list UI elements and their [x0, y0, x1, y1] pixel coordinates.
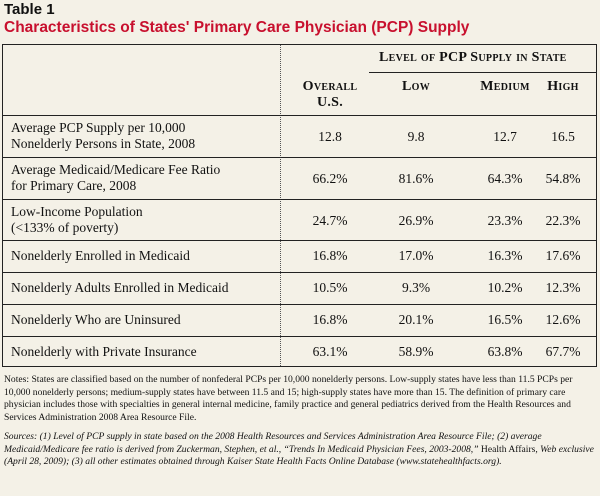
row-label-line: for Primary Care, 2008	[11, 178, 137, 193]
cell-high: 54.8%	[545, 171, 581, 186]
row-label: Nonelderly Enrolled in Medicaid	[11, 248, 190, 263]
group-header: Level of PCP Supply in State	[379, 50, 567, 65]
cell-low: 58.9%	[398, 344, 434, 359]
row-label: Nonelderly Adults Enrolled in Medicaid	[11, 280, 229, 295]
row-label-line: Low-Income Population	[11, 204, 143, 219]
cell-low: 81.6%	[398, 171, 434, 186]
cell-medium: 64.3%	[487, 171, 523, 186]
cell-medium: 12.7	[493, 129, 517, 144]
table-notes: Notes: States are classified based on th…	[4, 374, 596, 475]
cell-overall: 12.8	[318, 129, 342, 144]
table-title: Characteristics of States' Primary Care …	[4, 19, 470, 36]
cell-low: 9.8	[407, 129, 425, 144]
cell-medium: 10.2%	[487, 280, 523, 295]
sources-text-2: Web exclusive (April 28, 2009); (3) all …	[4, 443, 594, 468]
column-header-overall-line1: Overall	[302, 79, 358, 94]
row-label: Average PCP Supply per 10,000 Nonelderly…	[11, 120, 195, 152]
cell-high: 12.6%	[545, 312, 581, 327]
row-label: Average Medicaid/Medicare Fee Ratio for …	[11, 162, 220, 194]
column-header-low: Low	[401, 79, 431, 94]
row-divider	[3, 199, 596, 200]
row-label: Nonelderly Who are Uninsured	[11, 312, 181, 327]
cell-high: 17.6%	[545, 248, 581, 263]
cell-low: 17.0%	[398, 248, 434, 263]
data-table: Level of PCP Supply in State Overall U.S…	[2, 44, 597, 367]
row-divider	[3, 336, 596, 337]
cell-overall: 16.8%	[312, 248, 348, 263]
table-number: Table 1	[4, 1, 55, 18]
row-divider	[3, 157, 596, 158]
row-divider	[3, 240, 596, 241]
row-label: Low-Income Population (<133% of poverty)	[11, 204, 143, 236]
cell-high: 16.5	[551, 129, 575, 144]
sources-journal: Health Affairs,	[478, 443, 538, 455]
cell-overall: 24.7%	[312, 213, 348, 228]
notes-paragraph: Notes: States are classified based on th…	[4, 374, 573, 424]
cell-overall: 66.2%	[312, 171, 348, 186]
row-divider	[3, 115, 596, 116]
group-header-underline	[369, 72, 596, 73]
column-header-overall: Overall U.S.	[295, 79, 365, 111]
cell-medium: 63.8%	[487, 344, 523, 359]
column-divider	[280, 45, 281, 366]
column-header-medium: Medium	[480, 79, 530, 94]
column-header-overall-line2: U.S.	[316, 95, 344, 110]
cell-medium: 23.3%	[487, 213, 523, 228]
column-header-high: High	[547, 79, 579, 94]
sources-text-1: Sources: (1) Level of PCP supply in stat…	[4, 430, 542, 455]
cell-low: 20.1%	[398, 312, 434, 327]
cell-overall: 10.5%	[312, 280, 348, 295]
cell-high: 67.7%	[545, 344, 581, 359]
row-divider	[3, 272, 596, 273]
cell-overall: 16.8%	[312, 312, 348, 327]
cell-medium: 16.5%	[487, 312, 523, 327]
row-label: Nonelderly with Private Insurance	[11, 344, 197, 359]
cell-high: 12.3%	[545, 280, 581, 295]
row-label-line: Average PCP Supply per 10,000	[11, 120, 186, 135]
cell-low: 26.9%	[398, 213, 434, 228]
row-divider	[3, 304, 596, 305]
sources-paragraph: Sources: (1) Level of PCP supply in stat…	[4, 431, 596, 469]
cell-high: 22.3%	[545, 213, 581, 228]
cell-overall: 63.1%	[312, 344, 348, 359]
row-label-line: (<133% of poverty)	[11, 220, 119, 235]
cell-low: 9.3%	[401, 280, 431, 295]
row-label-line: Average Medicaid/Medicare Fee Ratio	[11, 162, 221, 177]
row-label-line: Nonelderly Persons in State, 2008	[11, 136, 196, 151]
cell-medium: 16.3%	[487, 248, 523, 263]
